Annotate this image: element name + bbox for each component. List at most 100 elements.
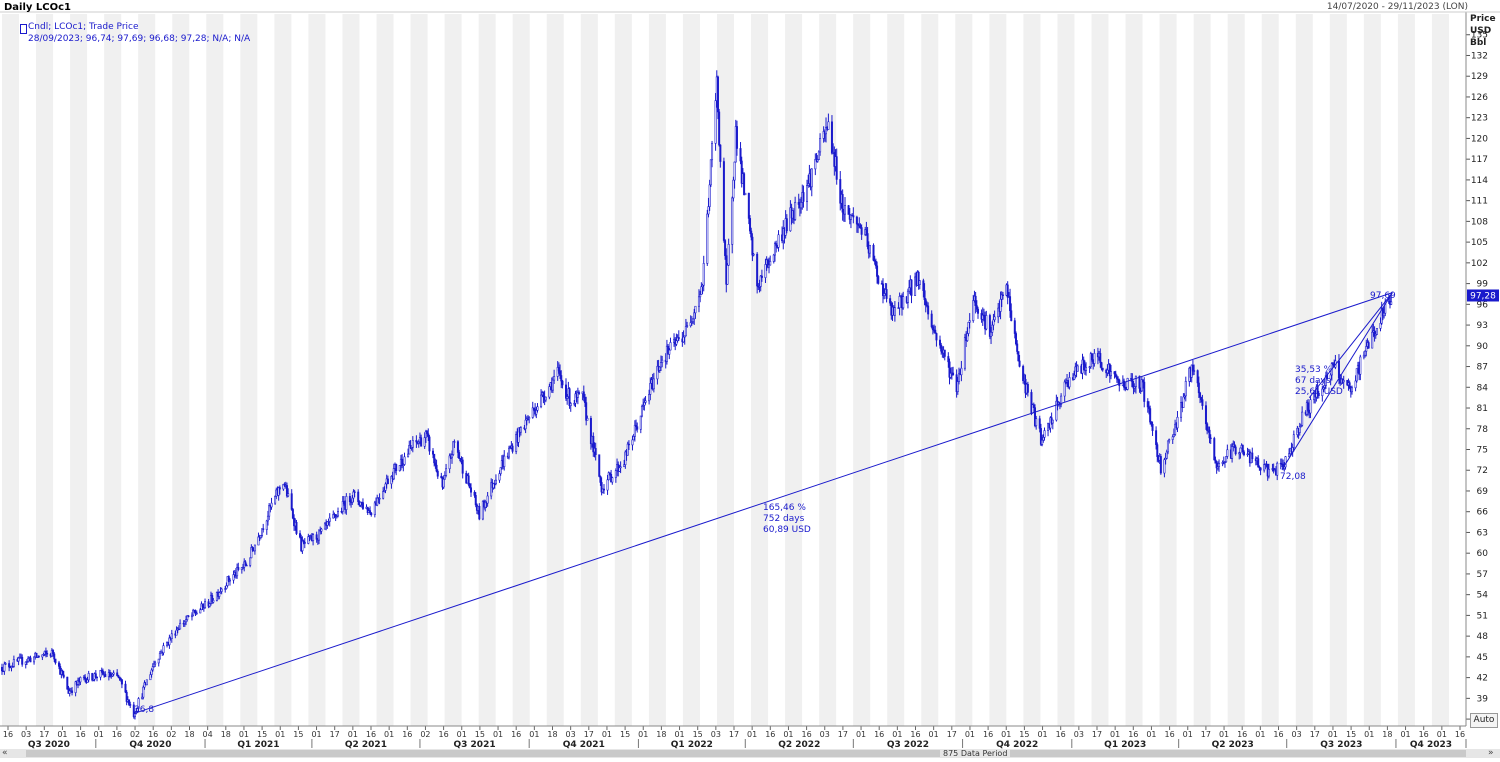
- candle-body: [1168, 439, 1171, 442]
- candle-body: [1149, 408, 1152, 423]
- y-tick-label: 93: [1477, 321, 1488, 331]
- grid-band: [1023, 14, 1041, 726]
- candle-body: [1114, 373, 1117, 377]
- scroll-right-icon[interactable]: »: [1488, 748, 1494, 758]
- scrollbar-thumb[interactable]: [26, 750, 1466, 757]
- candle-body: [228, 579, 231, 582]
- grid-band: [70, 14, 88, 726]
- candle-body: [847, 205, 850, 215]
- grid-band: [172, 14, 190, 726]
- candle-body: [1093, 353, 1096, 364]
- grid-band: [614, 14, 632, 726]
- candle-body: [639, 415, 642, 430]
- y-tick-label: 126: [1471, 93, 1488, 103]
- candle-body: [87, 673, 90, 681]
- candle-body: [432, 450, 435, 455]
- auto-scale-button[interactable]: Auto: [1470, 713, 1498, 728]
- candle-body: [201, 603, 204, 607]
- y-tick-label: 102: [1471, 259, 1488, 269]
- candle-body: [84, 676, 87, 680]
- quarter-label: Q4 2020: [129, 740, 171, 750]
- legend-series[interactable]: Cndl; LCOc1; Trade Price: [28, 22, 139, 32]
- candle-body: [540, 394, 543, 408]
- candle-body: [764, 264, 767, 278]
- x-tick-label: 16: [112, 730, 122, 739]
- candle-body: [752, 253, 755, 256]
- candle-body: [1201, 399, 1204, 406]
- candle-body: [922, 280, 925, 291]
- x-tick-label: 02: [130, 730, 140, 739]
- candle-body: [33, 656, 36, 663]
- candle-body: [162, 645, 165, 654]
- candle-body: [589, 418, 592, 445]
- candle-body: [8, 663, 11, 668]
- candle-body: [700, 286, 703, 295]
- candle-body: [320, 528, 323, 532]
- candle-body: [855, 216, 858, 225]
- quarter-label: Q3 2021: [454, 740, 496, 750]
- y-tick-label: 99: [1477, 280, 1489, 290]
- candle-body: [910, 279, 913, 296]
- candle-body: [1100, 362, 1103, 369]
- scroll-left-icon[interactable]: «: [2, 748, 8, 758]
- candle-body: [559, 370, 562, 376]
- candle-body: [583, 397, 586, 403]
- candle-body: [633, 424, 636, 437]
- candle-body: [706, 213, 709, 264]
- candle-body: [568, 388, 571, 406]
- x-tick-label: 16: [3, 730, 13, 739]
- candle-body: [551, 379, 554, 391]
- candle-body: [345, 496, 348, 510]
- candle-body: [369, 510, 372, 514]
- y-tick-label: 84: [1477, 383, 1489, 393]
- candle-body: [1204, 405, 1207, 425]
- candle-body: [644, 400, 647, 403]
- quarter-label: Q2 2021: [345, 740, 387, 750]
- candle-body: [599, 476, 602, 483]
- candle-body: [586, 418, 589, 421]
- candle-body: [212, 600, 215, 603]
- x-tick-label: 15: [620, 730, 630, 739]
- x-tick-label: 16: [1237, 730, 1247, 739]
- quarter-label: Q3 2020: [28, 740, 70, 750]
- candle-body: [250, 547, 253, 559]
- candle-body: [448, 455, 451, 470]
- y-tick-label: 132: [1471, 51, 1488, 61]
- candle-body: [1156, 444, 1159, 457]
- candle-body: [315, 534, 318, 540]
- x-tick-label: 18: [221, 730, 231, 739]
- x-tick-label: 16: [1056, 730, 1066, 739]
- x-tick-label: 01: [747, 730, 757, 739]
- candle-body: [1383, 312, 1386, 317]
- candle-body: [245, 564, 248, 567]
- candle-body: [1038, 418, 1041, 429]
- candle-body: [4, 663, 7, 665]
- candle-body: [398, 465, 401, 471]
- y-tick-label: 42: [1477, 674, 1488, 684]
- candle-body: [1026, 383, 1029, 393]
- candle-body: [947, 356, 950, 363]
- candle-body: [649, 383, 652, 395]
- candle-body: [699, 294, 702, 298]
- x-tick-label: 17: [947, 730, 957, 739]
- candle-body: [835, 156, 838, 180]
- candle-body: [445, 468, 448, 476]
- candle-body: [711, 143, 714, 161]
- legend-ohlc: 28/09/2023; 96,74; 97,69; 96,68; 97,28; …: [28, 34, 251, 44]
- candle-body: [1073, 374, 1076, 380]
- candle-body: [1184, 381, 1187, 397]
- grid-band: [887, 14, 905, 726]
- candle-body: [918, 280, 921, 285]
- candle-body: [772, 254, 775, 262]
- quarter-label: Q4 2023: [1410, 740, 1452, 750]
- x-tick-label: 16: [511, 730, 521, 739]
- candle-body: [1214, 459, 1217, 464]
- candle-body: [265, 520, 268, 530]
- candle-legend-icon: [20, 24, 27, 34]
- candle-body: [137, 698, 140, 709]
- candle-body: [287, 493, 290, 497]
- candle-body: [578, 392, 581, 394]
- candle-body: [768, 264, 771, 268]
